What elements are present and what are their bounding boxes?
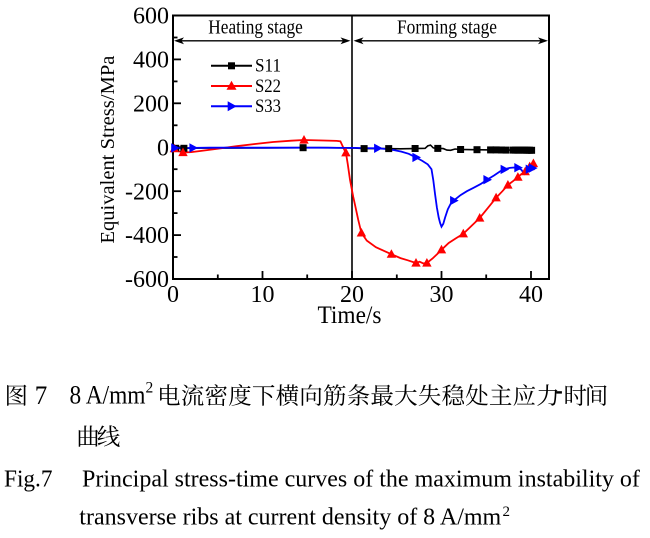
svg-text:S11: S11 <box>255 57 281 77</box>
svg-text:Heating stage: Heating stage <box>208 17 303 39</box>
svg-text:2: 2 <box>503 504 511 520</box>
svg-text:Time/s: Time/s <box>318 302 382 329</box>
svg-text:-400: -400 <box>125 223 169 249</box>
svg-text:Principal stress-time curves o: Principal stress-time curves of the maxi… <box>82 466 640 492</box>
svg-text:-600: -600 <box>125 267 169 293</box>
svg-text:600: 600 <box>133 4 169 30</box>
svg-text:S22: S22 <box>255 77 281 97</box>
svg-text:30: 30 <box>430 282 454 308</box>
svg-text:7: 7 <box>35 381 48 410</box>
svg-text:-200: -200 <box>125 179 169 205</box>
svg-text:Equivalent Stress/MPa: Equivalent Stress/MPa <box>97 56 119 244</box>
svg-text:0: 0 <box>157 135 169 161</box>
svg-text:Forming stage: Forming stage <box>397 17 497 39</box>
svg-text:S33: S33 <box>255 97 281 117</box>
svg-text:400: 400 <box>133 48 169 74</box>
svg-text:40: 40 <box>519 282 543 308</box>
svg-text:Fig.7: Fig.7 <box>4 466 53 492</box>
svg-text:200: 200 <box>133 91 169 117</box>
svg-text:0: 0 <box>167 282 179 308</box>
svg-text:8 A/mm: 8 A/mm <box>70 380 146 409</box>
svg-text:10: 10 <box>251 282 275 308</box>
svg-text:2: 2 <box>146 380 154 397</box>
svg-text:transverse ribs at current den: transverse ribs at current density of 8 … <box>79 505 501 531</box>
svg-text:20: 20 <box>340 282 364 308</box>
